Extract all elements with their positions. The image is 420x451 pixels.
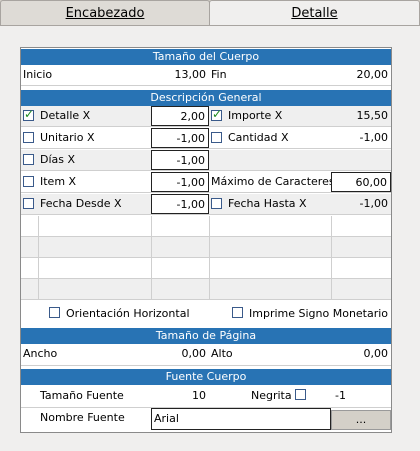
column-divider <box>151 216 152 300</box>
unitario-field[interactable]: -1,00 <box>151 128 209 148</box>
dias-label: Días X <box>40 153 76 166</box>
row-detalle-importe: ✓ Detalle X 2,00 ✓ Importe X 15,50 <box>21 106 391 127</box>
row-ancho-alto: Ancho 0,00 Alto 0,00 <box>21 344 391 366</box>
row-inicio-fin: Inicio 13,00 Fin 20,00 <box>21 65 391 86</box>
cantidad-label: Cantidad X <box>228 131 289 144</box>
negrita-checkbox[interactable] <box>295 389 306 400</box>
row-dias: Días X -1,00 <box>21 150 391 171</box>
empty-row <box>21 258 391 279</box>
item-checkbox[interactable] <box>23 176 34 187</box>
detalle-checkbox[interactable]: ✓ <box>23 107 35 121</box>
unitario-label: Unitario X <box>40 131 95 144</box>
tab-encabezado[interactable]: Encabezado <box>0 0 210 26</box>
empty-row <box>21 237 391 258</box>
importe-field[interactable]: 15,50 <box>356 109 389 122</box>
tab-encabezado-label: Encabezado <box>65 6 145 21</box>
empty-row <box>21 216 391 237</box>
tab-detalle-label: Detalle <box>291 6 338 21</box>
checkmark-icon: ✓ <box>24 107 35 121</box>
column-divider <box>209 216 210 300</box>
section-header-tamano-pagina: Tamaño de Página <box>21 328 391 344</box>
column-divider <box>331 216 332 300</box>
row-tamano-negrita: Tamaño Fuente 10 Negrita -1 <box>21 386 391 408</box>
tamano-fuente-label: Tamaño Fuente <box>40 389 124 402</box>
negrita-label: Negrita <box>251 389 292 402</box>
section-header-descripcion: Descripción General <box>21 90 391 106</box>
ancho-label: Ancho <box>23 347 58 360</box>
detalle-label: Detalle X <box>40 109 91 122</box>
fecha-desde-checkbox[interactable] <box>23 198 34 209</box>
row-item-maximo: Item X -1,00 Máximo de Caracteres 60,00 <box>21 172 391 193</box>
fin-label: Fin <box>211 68 227 81</box>
section-header-fuente: Fuente Cuerpo <box>21 369 391 385</box>
row-fechas: Fecha Desde X -1,00 Fecha Hasta X -1,00 <box>21 194 391 215</box>
empty-row <box>21 279 391 300</box>
imprime-signo-checkbox[interactable] <box>232 307 243 318</box>
browse-font-button[interactable]: ... <box>331 410 391 430</box>
detalle-field[interactable]: 2,00 <box>151 106 209 126</box>
inicio-field[interactable]: 13,00 <box>174 68 207 81</box>
fin-field[interactable]: 20,00 <box>356 68 389 81</box>
inicio-label: Inicio <box>23 68 53 81</box>
fecha-desde-field[interactable]: -1,00 <box>151 194 209 214</box>
importe-checkbox[interactable]: ✓ <box>211 107 223 121</box>
unitario-checkbox[interactable] <box>23 132 34 143</box>
dias-field[interactable]: -1,00 <box>151 150 209 170</box>
row-unitario-cantidad: Unitario X -1,00 Cantidad X -1,00 <box>21 128 391 149</box>
section-header-tamano-cuerpo: Tamaño del Cuerpo <box>21 49 391 65</box>
alto-label: Alto <box>211 347 233 360</box>
tamano-fuente-field[interactable]: 10 <box>192 389 206 402</box>
checkmark-icon: ✓ <box>212 107 223 121</box>
fecha-hasta-checkbox[interactable] <box>211 198 222 209</box>
row-nombre-fuente: Nombre Fuente Arial ... <box>21 408 391 431</box>
row-options: Orientación Horizontal Imprime Signo Mon… <box>21 302 391 326</box>
column-divider <box>38 216 39 300</box>
ancho-field[interactable]: 0,00 <box>181 347 207 360</box>
maximo-caracteres-label: Máximo de Caracteres <box>211 175 331 188</box>
alto-field[interactable]: 0,00 <box>363 347 389 360</box>
cantidad-field[interactable]: -1,00 <box>359 131 388 144</box>
nombre-fuente-label: Nombre Fuente <box>40 411 125 424</box>
item-label: Item X <box>40 175 77 188</box>
imprime-signo-label: Imprime Signo Monetario <box>249 307 389 320</box>
cantidad-checkbox[interactable] <box>211 132 222 143</box>
tab-detalle[interactable]: Detalle <box>209 0 420 26</box>
importe-label: Importe X <box>228 109 283 122</box>
nombre-fuente-field[interactable]: Arial <box>151 408 331 430</box>
tab-strip: Encabezado Detalle <box>0 0 420 26</box>
negrita-value: -1 <box>335 389 346 402</box>
maximo-caracteres-field[interactable]: 60,00 <box>331 172 391 192</box>
orientacion-horizontal-checkbox[interactable] <box>49 307 60 318</box>
fecha-desde-label: Fecha Desde X <box>40 197 122 210</box>
dias-checkbox[interactable] <box>23 154 34 165</box>
item-field[interactable]: -1,00 <box>151 172 209 192</box>
fecha-hasta-label: Fecha Hasta X <box>228 197 307 210</box>
fecha-hasta-field[interactable]: -1,00 <box>359 197 388 210</box>
orientacion-horizontal-label: Orientación Horizontal <box>66 307 190 320</box>
